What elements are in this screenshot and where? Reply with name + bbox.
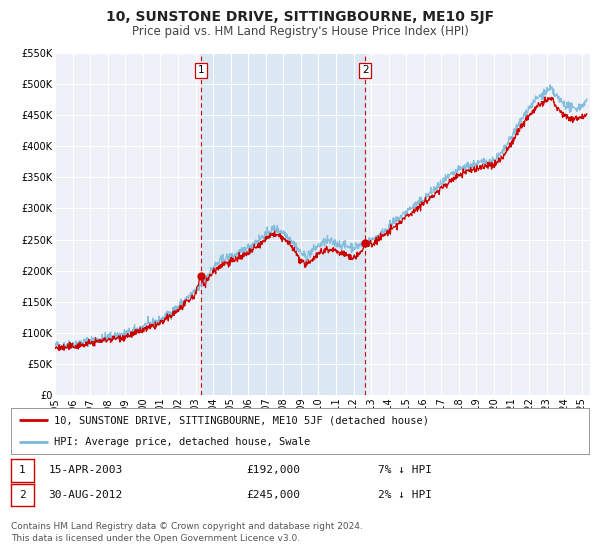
Text: 7% ↓ HPI: 7% ↓ HPI (378, 465, 432, 475)
Text: £192,000: £192,000 (246, 465, 300, 475)
Text: 2% ↓ HPI: 2% ↓ HPI (378, 490, 432, 500)
Text: 10, SUNSTONE DRIVE, SITTINGBOURNE, ME10 5JF: 10, SUNSTONE DRIVE, SITTINGBOURNE, ME10 … (106, 10, 494, 24)
Text: HPI: Average price, detached house, Swale: HPI: Average price, detached house, Swal… (54, 437, 310, 447)
Text: 2: 2 (19, 490, 26, 500)
Text: 30-AUG-2012: 30-AUG-2012 (49, 490, 123, 500)
Text: Price paid vs. HM Land Registry's House Price Index (HPI): Price paid vs. HM Land Registry's House … (131, 25, 469, 38)
Text: 1: 1 (197, 65, 204, 75)
Text: 10, SUNSTONE DRIVE, SITTINGBOURNE, ME10 5JF (detached house): 10, SUNSTONE DRIVE, SITTINGBOURNE, ME10 … (54, 415, 429, 425)
Text: 15-APR-2003: 15-APR-2003 (49, 465, 123, 475)
Text: Contains HM Land Registry data © Crown copyright and database right 2024.
This d: Contains HM Land Registry data © Crown c… (11, 522, 362, 543)
Text: 1: 1 (19, 465, 26, 475)
Text: 2: 2 (362, 65, 368, 75)
Text: £245,000: £245,000 (246, 490, 300, 500)
Bar (200, 53, 365, 395)
